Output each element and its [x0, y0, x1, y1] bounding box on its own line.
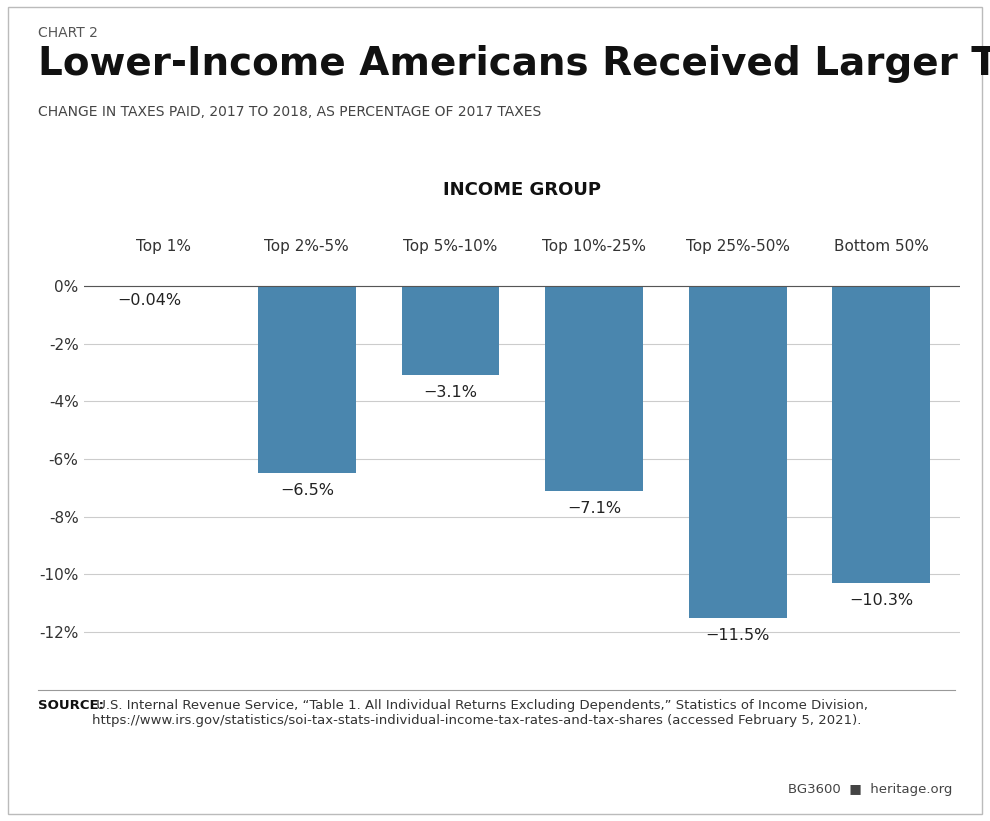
Text: −11.5%: −11.5%	[706, 628, 770, 643]
Text: −6.5%: −6.5%	[280, 484, 334, 498]
Bar	[833, 286, 931, 583]
Text: U.S. Internal Revenue Service, “Table 1. All Individual Returns Excluding Depend: U.S. Internal Revenue Service, “Table 1.…	[92, 699, 868, 727]
Text: Lower-Income Americans Received Larger Tax Cuts: Lower-Income Americans Received Larger T…	[38, 45, 990, 83]
Text: −3.1%: −3.1%	[424, 385, 477, 401]
Bar	[545, 286, 643, 491]
Text: CHART 2: CHART 2	[38, 26, 97, 40]
Text: −0.04%: −0.04%	[117, 293, 181, 308]
Text: CHANGE IN TAXES PAID, 2017 TO 2018, AS PERCENTAGE OF 2017 TAXES: CHANGE IN TAXES PAID, 2017 TO 2018, AS P…	[38, 105, 541, 119]
Text: SOURCE:: SOURCE:	[38, 699, 104, 713]
Bar	[114, 286, 212, 287]
Text: −7.1%: −7.1%	[567, 501, 621, 516]
Text: BG3600  ■  heritage.org: BG3600 ■ heritage.org	[788, 783, 952, 796]
X-axis label: INCOME GROUP: INCOME GROUP	[444, 181, 601, 199]
Bar	[402, 286, 499, 375]
Bar	[258, 286, 355, 474]
Bar	[689, 286, 786, 617]
Text: −10.3%: −10.3%	[849, 593, 914, 608]
